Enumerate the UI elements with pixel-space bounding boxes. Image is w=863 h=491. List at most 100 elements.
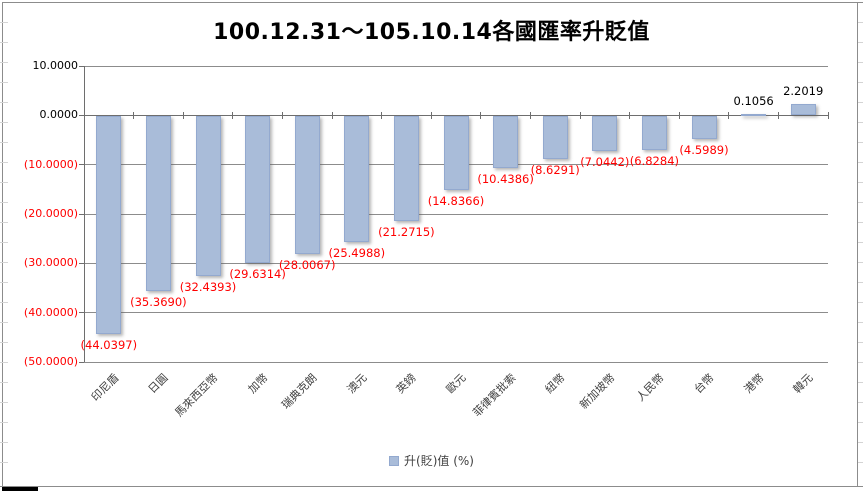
- bar[interactable]: [245, 116, 271, 263]
- category-label: 日圓: [146, 371, 171, 397]
- x-axis-tick: [133, 111, 135, 119]
- worksheet-row-line: [858, 202, 863, 203]
- category-label: 加幣: [245, 371, 271, 397]
- worksheet-row-line: [858, 222, 863, 223]
- x-axis-tick: [827, 111, 829, 119]
- category-label: 印尼盾: [88, 371, 122, 404]
- legend-marker-icon: [389, 455, 400, 466]
- worksheet-row-line: [0, 182, 8, 183]
- y-tick-label: (20.0000): [23, 207, 78, 220]
- gridline: [84, 65, 828, 67]
- worksheet-row-line: [0, 202, 8, 203]
- bar[interactable]: [493, 116, 519, 168]
- x-axis-tick: [182, 111, 184, 119]
- bar-data-label: (21.2715): [378, 225, 435, 240]
- y-axis-tick: [79, 65, 84, 67]
- gridline: [84, 213, 828, 215]
- legend-label: 升(貶)值 (%): [404, 454, 474, 468]
- y-tick-label: (40.0000): [23, 305, 78, 319]
- bar-data-label: (25.4988): [328, 246, 386, 261]
- y-axis-tick: [79, 213, 84, 215]
- worksheet-row-line: [858, 402, 863, 403]
- chart-title: 100.12.31～105.10.14各國匯率升貶值: [213, 20, 650, 45]
- bar[interactable]: [641, 116, 667, 150]
- worksheet-row-line: [0, 22, 8, 23]
- worksheet-row-line: [858, 362, 863, 363]
- gridline: [84, 361, 828, 363]
- bar-data-label: (4.5989): [679, 143, 729, 158]
- worksheet-row-line: [858, 282, 863, 283]
- bar[interactable]: [790, 104, 816, 116]
- worksheet-row-line: [858, 182, 863, 183]
- x-axis-tick: [728, 111, 730, 119]
- bar[interactable]: [741, 114, 767, 117]
- y-axis-line: [84, 66, 85, 362]
- worksheet-row-line: [858, 102, 863, 103]
- bar[interactable]: [592, 116, 618, 152]
- category-label: 人民幣: [634, 371, 667, 404]
- category-label: 歐元: [443, 371, 469, 397]
- bar-data-label: (14.8366): [427, 193, 485, 208]
- category-label: 港幣: [741, 371, 767, 397]
- gridline: [84, 262, 828, 264]
- x-axis-tick: [430, 111, 432, 119]
- category-label: 韓元: [790, 371, 816, 397]
- bottom-left-scroll-block[interactable]: [2, 487, 38, 491]
- worksheet-row-line: [858, 122, 863, 123]
- bar-data-label: (8.6291): [530, 162, 580, 177]
- worksheet-row-line: [0, 282, 8, 283]
- y-axis-tick: [79, 262, 84, 264]
- bar[interactable]: [294, 116, 320, 255]
- bar[interactable]: [393, 116, 419, 222]
- worksheet-row-line: [0, 342, 8, 343]
- category-label: 菲律賓批索: [470, 371, 519, 420]
- bar[interactable]: [145, 116, 171, 291]
- worksheet-left-border: [2, 2, 3, 487]
- bar[interactable]: [542, 116, 568, 159]
- category-label: 馬來西亞幣: [172, 371, 221, 420]
- bar-data-label: (29.6314): [229, 266, 286, 281]
- worksheet-row-line: [858, 342, 863, 343]
- x-axis-tick: [777, 111, 779, 119]
- worksheet-row-line: [0, 402, 8, 403]
- category-label: 澳元: [344, 371, 370, 397]
- worksheet-row-line: [0, 82, 8, 83]
- y-axis-tick: [79, 312, 84, 314]
- worksheet-row-line: [0, 322, 8, 323]
- bar-data-label: (28.0067): [278, 258, 336, 273]
- worksheet-row-line: [0, 222, 8, 223]
- worksheet-row-line: [0, 122, 8, 123]
- worksheet-row-line: [858, 422, 863, 423]
- bar-data-label: (10.4386): [477, 171, 534, 186]
- y-axis-tick: [79, 164, 84, 166]
- x-axis-tick: [678, 111, 680, 119]
- bar[interactable]: [443, 116, 469, 190]
- bar[interactable]: [344, 116, 370, 243]
- worksheet-row-line: [0, 162, 8, 163]
- x-axis-tick: [232, 111, 234, 119]
- bar-data-label: (44.0397): [80, 337, 138, 352]
- y-tick-label: 0.0000: [39, 108, 79, 122]
- worksheet-row-line: [858, 142, 863, 143]
- x-axis-tick: [480, 111, 482, 119]
- x-axis-tick: [381, 111, 383, 119]
- bar[interactable]: [195, 116, 221, 277]
- legend[interactable]: 升(貶)值 (%): [0, 452, 863, 469]
- y-tick-label: 10.0000: [32, 59, 79, 72]
- worksheet-row-line: [0, 62, 8, 63]
- worksheet-row-line: [858, 382, 863, 383]
- category-label: 台幣: [691, 371, 717, 397]
- worksheet-row-line: [0, 422, 8, 423]
- x-axis-tick: [83, 111, 85, 119]
- bar-data-label: (35.3690): [130, 294, 187, 309]
- x-axis-tick: [529, 111, 531, 119]
- worksheet-row-line: [858, 462, 863, 463]
- bar[interactable]: [96, 116, 122, 334]
- worksheet-bottom-border: [0, 486, 863, 487]
- worksheet-row-line: [858, 162, 863, 163]
- bar[interactable]: [691, 116, 717, 140]
- worksheet-right-border: [857, 2, 858, 486]
- y-axis-tick: [79, 114, 84, 116]
- bar-data-label: 2.2019: [783, 84, 824, 99]
